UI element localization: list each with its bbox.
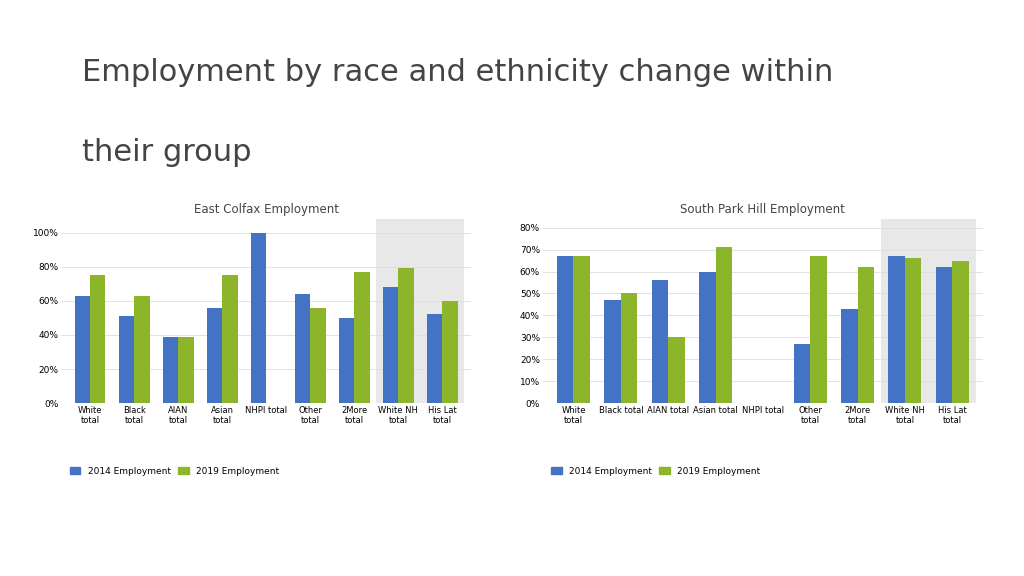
- Bar: [621, 294, 637, 403]
- Bar: [442, 301, 458, 403]
- Bar: [905, 259, 922, 403]
- Bar: [207, 308, 222, 403]
- Bar: [889, 256, 905, 403]
- Legend: 2014 Employment, 2019 Employment: 2014 Employment, 2019 Employment: [66, 463, 283, 479]
- Legend: 2014 Employment, 2019 Employment: 2014 Employment, 2019 Employment: [547, 463, 764, 479]
- Bar: [90, 275, 105, 403]
- Bar: [134, 295, 150, 403]
- Bar: [427, 314, 442, 403]
- Bar: [557, 256, 573, 403]
- Bar: [377, 219, 465, 403]
- Text: CENTER: CENTER: [945, 564, 970, 569]
- Bar: [354, 272, 370, 403]
- Bar: [794, 344, 810, 403]
- Bar: [669, 338, 685, 403]
- Bar: [810, 256, 826, 403]
- Bar: [841, 309, 857, 403]
- Text: Employment by race and ethnicity change within: Employment by race and ethnicity change …: [82, 58, 834, 86]
- Bar: [936, 267, 952, 403]
- Bar: [857, 267, 874, 403]
- Bar: [604, 300, 621, 403]
- Text: COLORADO: COLORADO: [938, 535, 977, 540]
- Bar: [573, 256, 590, 403]
- Bar: [251, 233, 266, 403]
- Bar: [119, 316, 134, 403]
- Bar: [163, 336, 178, 403]
- Text: FUTURES: FUTURES: [941, 551, 974, 556]
- Bar: [952, 260, 969, 403]
- Bar: [699, 271, 716, 403]
- Title: East Colfax Employment: East Colfax Employment: [194, 203, 339, 217]
- Text: Source: CFC calculation from: 2010-2014 and 2015-2019 American Community Survey : Source: CFC calculation from: 2010-2014 …: [246, 550, 645, 559]
- Bar: [339, 318, 354, 403]
- Bar: [716, 248, 732, 403]
- Bar: [882, 219, 976, 403]
- Bar: [398, 268, 414, 403]
- Text: their group: their group: [82, 138, 252, 167]
- Bar: [75, 295, 90, 403]
- Title: South Park Hill Employment: South Park Hill Employment: [680, 203, 846, 217]
- Bar: [222, 275, 238, 403]
- Bar: [383, 287, 398, 403]
- Bar: [310, 308, 326, 403]
- Bar: [295, 294, 310, 403]
- Bar: [178, 336, 194, 403]
- Bar: [651, 281, 669, 403]
